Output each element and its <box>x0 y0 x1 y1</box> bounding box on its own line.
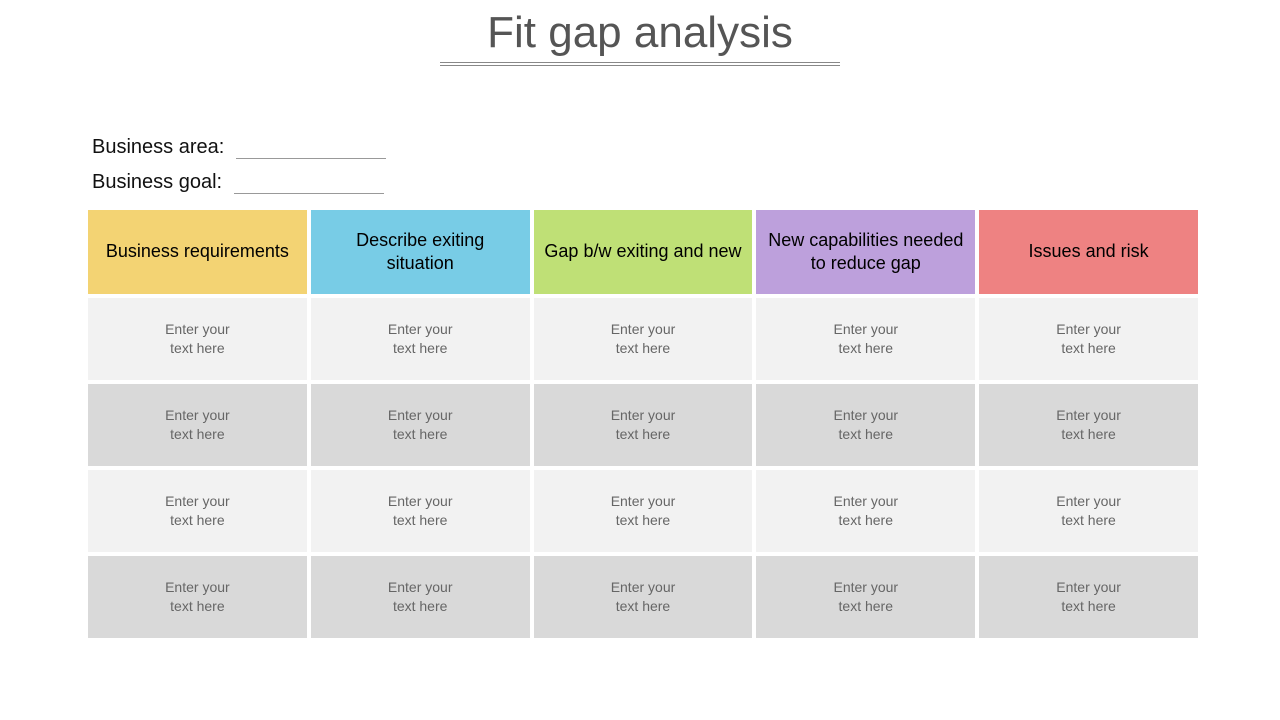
table-cell-text: Enter yourtext here <box>388 492 453 530</box>
page-title: Fit gap analysis <box>481 8 799 62</box>
table-cell-text: Enter yourtext here <box>1056 406 1121 444</box>
table-row: Enter yourtext here Enter yourtext here En… <box>88 556 1198 638</box>
table-cell[interactable]: Enter yourtext here <box>979 298 1198 380</box>
title-divider <box>440 62 840 66</box>
table-header-label: Describe exiting situation <box>321 229 520 276</box>
table-cell[interactable]: Enter yourtext here <box>756 384 975 466</box>
table-header-cell: Issues and risk <box>979 210 1198 294</box>
table-cell-text: Enter yourtext here <box>833 406 898 444</box>
title-area: Fit gap analysis <box>0 0 1280 66</box>
table-cell[interactable]: Enter yourtext here <box>756 298 975 380</box>
table-cell[interactable]: Enter yourtext here <box>534 384 753 466</box>
table-header-cell: Gap b/w exiting and new <box>534 210 753 294</box>
form-area: Business area: Business goal: <box>92 136 1280 194</box>
fit-gap-table: Business requirements Describe exiting si… <box>88 210 1198 638</box>
table-cell[interactable]: Enter yourtext here <box>88 470 307 552</box>
table-header-label: Issues and risk <box>1029 240 1149 263</box>
table-cell-text: Enter yourtext here <box>833 578 898 616</box>
table-header-cell: Describe exiting situation <box>311 210 530 294</box>
table-cell[interactable]: Enter yourtext here <box>311 298 530 380</box>
table-cell[interactable]: Enter yourtext here <box>311 384 530 466</box>
table-header-label: New capabilities needed to reduce gap <box>766 229 965 276</box>
table-cell-text: Enter yourtext here <box>611 320 676 358</box>
table-header-label: Gap b/w exiting and new <box>544 240 741 263</box>
table-cell[interactable]: Enter yourtext here <box>979 556 1198 638</box>
table-cell-text: Enter yourtext here <box>611 578 676 616</box>
table-header-label: Business requirements <box>106 240 289 263</box>
table-header-row: Business requirements Describe exiting si… <box>88 210 1198 294</box>
table-cell-text: Enter yourtext here <box>165 406 230 444</box>
table-cell-text: Enter yourtext here <box>388 406 453 444</box>
table-cell[interactable]: Enter yourtext here <box>88 384 307 466</box>
table-cell-text: Enter yourtext here <box>833 320 898 358</box>
table-cell-text: Enter yourtext here <box>165 320 230 358</box>
table-cell-text: Enter yourtext here <box>388 320 453 358</box>
table-header-cell: New capabilities needed to reduce gap <box>756 210 975 294</box>
table-cell[interactable]: Enter yourtext here <box>534 470 753 552</box>
business-goal-row: Business goal: <box>92 171 1280 194</box>
table-cell[interactable]: Enter yourtext here <box>88 298 307 380</box>
table-header-cell: Business requirements <box>88 210 307 294</box>
table-cell[interactable]: Enter yourtext here <box>311 470 530 552</box>
table-cell-text: Enter yourtext here <box>833 492 898 530</box>
table-cell[interactable]: Enter yourtext here <box>756 470 975 552</box>
table-cell-text: Enter yourtext here <box>1056 578 1121 616</box>
table-row: Enter yourtext here Enter yourtext here En… <box>88 298 1198 380</box>
business-goal-input-line[interactable] <box>234 176 384 194</box>
table-cell-text: Enter yourtext here <box>165 492 230 530</box>
business-area-row: Business area: <box>92 136 1280 159</box>
table-cell[interactable]: Enter yourtext here <box>534 298 753 380</box>
table-cell-text: Enter yourtext here <box>611 406 676 444</box>
table-cell-text: Enter yourtext here <box>165 578 230 616</box>
table-cell-text: Enter yourtext here <box>1056 320 1121 358</box>
business-area-input-line[interactable] <box>236 141 386 159</box>
table-cell[interactable]: Enter yourtext here <box>756 556 975 638</box>
table-cell-text: Enter yourtext here <box>1056 492 1121 530</box>
table-row: Enter yourtext here Enter yourtext here En… <box>88 384 1198 466</box>
table-cell-text: Enter yourtext here <box>611 492 676 530</box>
table-cell[interactable]: Enter yourtext here <box>534 556 753 638</box>
table-row: Enter yourtext here Enter yourtext here En… <box>88 470 1198 552</box>
table-cell[interactable]: Enter yourtext here <box>88 556 307 638</box>
table-cell[interactable]: Enter yourtext here <box>311 556 530 638</box>
business-area-label: Business area: <box>92 136 224 159</box>
business-goal-label: Business goal: <box>92 171 222 194</box>
table-cell[interactable]: Enter yourtext here <box>979 470 1198 552</box>
table-cell[interactable]: Enter yourtext here <box>979 384 1198 466</box>
table-cell-text: Enter yourtext here <box>388 578 453 616</box>
